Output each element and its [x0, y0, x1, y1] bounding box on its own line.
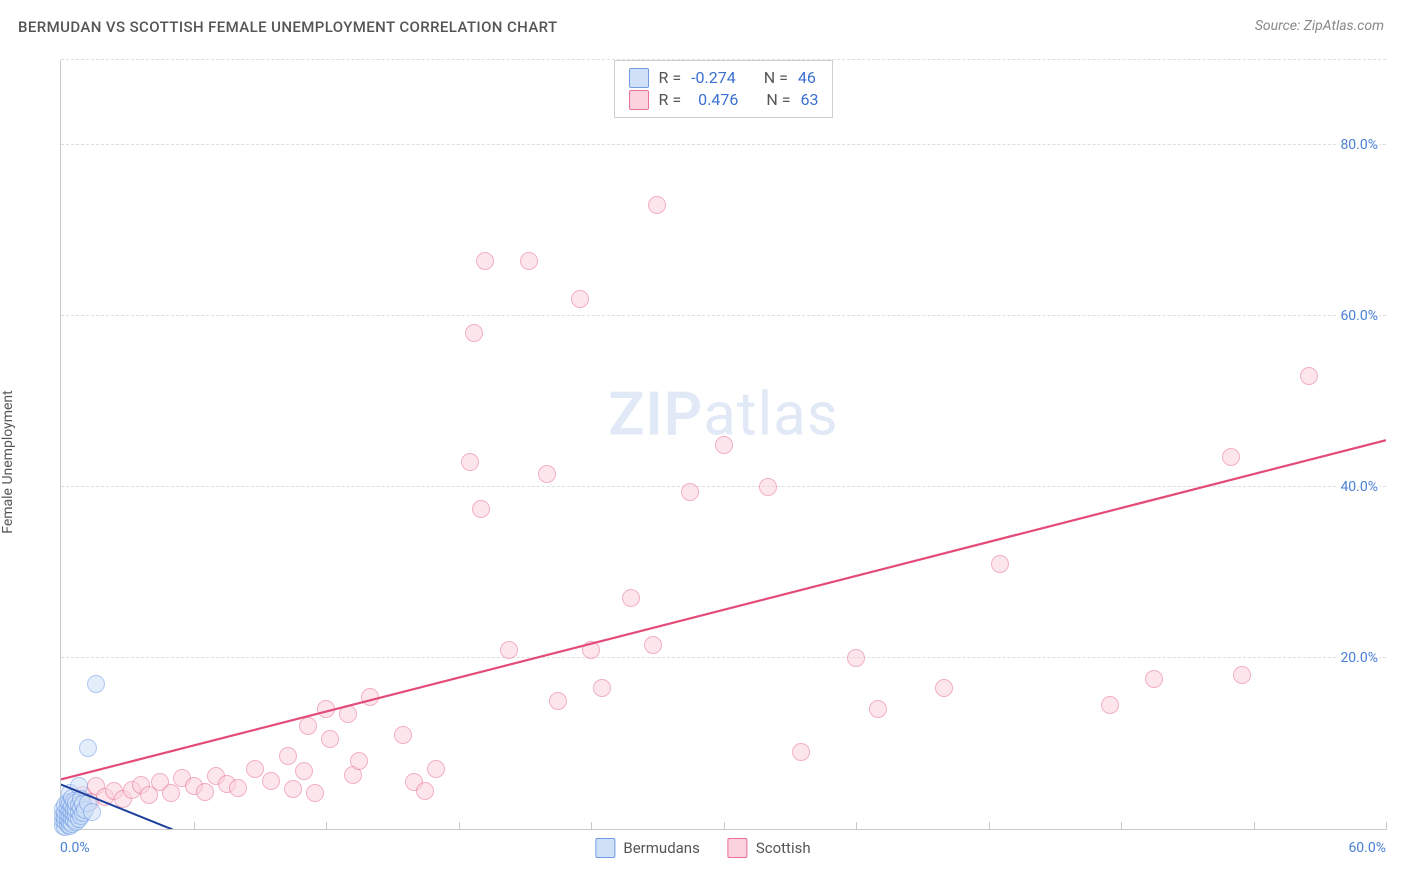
legend-item-bermudans: Bermudans	[595, 838, 699, 858]
watermark-zip: ZIP	[608, 378, 703, 449]
x-tick	[1254, 822, 1255, 830]
bermudans-n-value: 46	[798, 67, 816, 89]
data-point-scottish	[571, 290, 589, 308]
data-point-scottish	[648, 196, 666, 214]
x-axis-tick-0: 0.0%	[60, 840, 90, 856]
data-point-scottish	[681, 483, 699, 501]
source-attribution: Source: ZipAtlas.com	[1255, 18, 1384, 34]
data-point-scottish	[295, 762, 313, 780]
plot-area: ZIPatlas R = -0.274 N = 46 R = 0.476 N =…	[60, 60, 1386, 830]
scottish-r-value: 0.476	[691, 89, 738, 111]
legend-label-bermudans: Bermudans	[623, 839, 699, 857]
x-tick	[989, 822, 990, 830]
gridline	[61, 657, 1386, 658]
data-point-scottish	[991, 555, 1009, 573]
data-point-scottish	[520, 252, 538, 270]
data-point-scottish	[427, 760, 445, 778]
data-point-scottish	[350, 752, 368, 770]
data-point-scottish	[246, 760, 264, 778]
data-point-bermudans	[79, 739, 97, 757]
legend-label-scottish: Scottish	[756, 839, 811, 857]
y-axis-tick-label: 20.0%	[1338, 650, 1380, 666]
data-point-scottish	[299, 717, 317, 735]
data-point-scottish	[715, 436, 733, 454]
data-point-scottish	[582, 641, 600, 659]
data-point-scottish	[416, 782, 434, 800]
data-point-bermudans	[83, 803, 101, 821]
data-point-scottish	[472, 500, 490, 518]
data-point-scottish	[1300, 367, 1318, 385]
y-axis-label: Female Unemployment	[0, 390, 16, 534]
r-label: R =	[659, 89, 682, 111]
series-legend: Bermudans Scottish	[595, 838, 810, 858]
gridline	[61, 486, 1386, 487]
data-point-scottish	[622, 589, 640, 607]
legend-row-bermudans: R = -0.274 N = 46	[629, 67, 819, 89]
data-point-scottish	[361, 688, 379, 706]
swatch-scottish-icon	[728, 838, 748, 858]
x-tick	[1121, 822, 1122, 830]
n-label: N =	[766, 89, 790, 111]
source-prefix: Source:	[1255, 18, 1304, 34]
data-point-scottish	[593, 679, 611, 697]
gridline	[61, 144, 1386, 145]
data-point-scottish	[284, 780, 302, 798]
data-point-scottish	[500, 641, 518, 659]
chart-title: BERMUDAN VS SCOTTISH FEMALE UNEMPLOYMENT…	[18, 18, 558, 36]
data-point-scottish	[196, 783, 214, 801]
data-point-scottish	[549, 692, 567, 710]
data-point-scottish	[1233, 666, 1251, 684]
swatch-scottish-icon	[629, 90, 649, 110]
swatch-bermudans-icon	[629, 68, 649, 88]
scottish-n-value: 63	[800, 89, 818, 111]
legend-row-scottish: R = 0.476 N = 63	[629, 89, 819, 111]
data-point-scottish	[279, 747, 297, 765]
data-point-scottish	[1222, 448, 1240, 466]
data-point-scottish	[262, 772, 280, 790]
bermudans-r-value: -0.274	[691, 67, 736, 89]
x-tick	[1386, 822, 1387, 830]
data-point-scottish	[792, 743, 810, 761]
data-point-bermudans	[87, 675, 105, 693]
data-point-scottish	[869, 700, 887, 718]
data-point-scottish	[538, 465, 556, 483]
y-axis-tick-label: 60.0%	[1338, 308, 1380, 324]
data-point-scottish	[759, 478, 777, 496]
data-point-scottish	[465, 324, 483, 342]
data-point-scottish	[644, 636, 662, 654]
data-point-scottish	[847, 649, 865, 667]
chart-container: Female Unemployment ZIPatlas R = -0.274 …	[14, 48, 1392, 876]
data-point-scottish	[317, 700, 335, 718]
data-point-scottish	[339, 705, 357, 723]
source-name: ZipAtlas.com	[1304, 18, 1384, 34]
x-tick	[591, 822, 592, 830]
legend-item-scottish: Scottish	[728, 838, 811, 858]
x-tick	[194, 822, 195, 830]
x-tick	[724, 822, 725, 830]
data-point-scottish	[394, 726, 412, 744]
correlation-legend: R = -0.274 N = 46 R = 0.476 N = 63	[614, 60, 834, 118]
gridline	[61, 315, 1386, 316]
x-tick	[856, 822, 857, 830]
data-point-scottish	[476, 252, 494, 270]
x-axis-tick-60: 60.0%	[1348, 840, 1386, 856]
data-point-scottish	[935, 679, 953, 697]
data-point-scottish	[321, 730, 339, 748]
data-point-scottish	[1101, 696, 1119, 714]
y-axis-tick-label: 40.0%	[1338, 479, 1380, 495]
data-point-scottish	[162, 784, 180, 802]
swatch-bermudans-icon	[595, 838, 615, 858]
data-point-scottish	[306, 784, 324, 802]
x-tick	[459, 822, 460, 830]
r-label: R =	[659, 67, 682, 89]
n-label: N =	[764, 67, 788, 89]
data-point-scottish	[229, 779, 247, 797]
x-tick	[326, 822, 327, 830]
data-point-scottish	[1145, 670, 1163, 688]
y-axis-tick-label: 80.0%	[1338, 137, 1380, 153]
data-point-scottish	[461, 453, 479, 471]
